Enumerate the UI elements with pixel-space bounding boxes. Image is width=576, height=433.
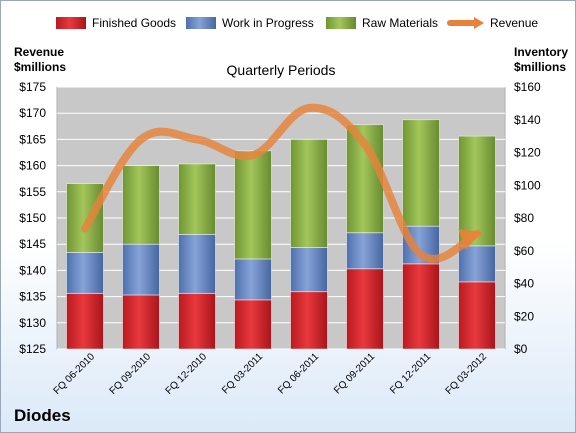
bar-finished-goods: [178, 292, 216, 350]
revenue-line: [81, 103, 481, 263]
left-tick-label: $150: [19, 211, 46, 225]
legend-label: Raw Materials: [362, 16, 438, 30]
company-name: Diodes: [14, 406, 71, 425]
x-tick-label: FQ 12-2010: [164, 351, 210, 397]
bar-work-in-progress: [178, 233, 216, 294]
left-tick-label: $125: [19, 342, 46, 356]
bar-raw-materials: [402, 119, 440, 227]
left-axis-title-line1: Revenue: [14, 45, 64, 59]
bar-finished-goods: [290, 291, 328, 350]
right-tick-label: $40: [514, 277, 534, 291]
left-tick-label: $140: [19, 263, 46, 277]
revenue-arrowhead: [458, 229, 481, 250]
x-tick-label: FQ 09-2011: [332, 351, 377, 396]
bar-finished-goods: [458, 281, 496, 350]
bar-finished-goods: [122, 294, 160, 350]
left-tick-label: $165: [19, 132, 46, 146]
bar-work-in-progress: [234, 258, 272, 301]
legend-label: Work in Progress: [222, 16, 314, 30]
bar-finished-goods: [402, 263, 440, 350]
x-tick-label: FQ 03-2011: [220, 351, 265, 396]
left-tick-label: $155: [19, 185, 46, 199]
bar-work-in-progress: [458, 245, 496, 283]
x-tick-label: FQ 12-2011: [388, 351, 433, 396]
right-axis-title-line1: Inventory: [514, 45, 568, 59]
legend-label: Revenue: [490, 16, 538, 30]
x-tick-label: FQ 03-2012: [444, 351, 490, 397]
legend-swatch: [326, 17, 356, 29]
revenue-point: [420, 253, 423, 256]
legend: Finished Goods Work in Progress Raw Materi…: [56, 16, 538, 30]
bar-finished-goods: [346, 268, 384, 350]
bar-finished-goods: [234, 299, 272, 350]
legend-arrow: [474, 17, 484, 29]
right-tick-label: $120: [514, 146, 541, 160]
left-tick-label: $160: [19, 159, 46, 173]
x-tick-label: FQ 09-2010: [108, 351, 154, 397]
revenue-point: [84, 227, 87, 230]
left-axis-title-line2: $millions: [14, 60, 66, 74]
right-tick-label: $100: [514, 178, 541, 192]
revenue-point: [476, 232, 479, 235]
left-tick-label: $175: [19, 80, 46, 94]
right-tick-label: $160: [514, 80, 541, 94]
right-axis-ticks: $0 $20 $40 $60 $80 $100 $120 $140 $160: [514, 80, 541, 356]
bar-work-in-progress: [290, 247, 328, 293]
left-tick-label: $145: [19, 237, 46, 251]
right-tick-label: $80: [514, 211, 534, 225]
revenue-point: [364, 143, 367, 146]
bar-raw-materials: [234, 150, 272, 260]
bar-work-in-progress: [346, 232, 384, 270]
revenue-point: [252, 154, 255, 157]
revenue-point: [140, 138, 143, 141]
bar-series: [66, 119, 496, 350]
bar-finished-goods: [66, 292, 104, 350]
bar-raw-materials: [290, 138, 328, 248]
revenue-point: [308, 106, 311, 109]
right-tick-label: $140: [514, 113, 541, 127]
right-tick-label: $20: [514, 309, 534, 323]
revenue-line-series: [81, 103, 481, 263]
revenue-point: [196, 138, 199, 141]
legend-swatch: [186, 17, 216, 29]
bar-raw-materials: [178, 163, 216, 235]
legend-label: Finished Goods: [92, 16, 176, 30]
bar-raw-materials: [122, 165, 160, 245]
bar-raw-materials: [458, 135, 496, 247]
bar-work-in-progress: [66, 251, 104, 294]
left-axis-ticks: $125 $130 $135 $140 $145 $150 $155 $160 $165 $170…: [19, 80, 46, 356]
x-tick-label: FQ 06-2010: [52, 351, 98, 397]
right-tick-label: $0: [514, 342, 528, 356]
left-tick-label: $130: [19, 316, 46, 330]
bar-raw-materials: [66, 183, 104, 253]
right-tick-label: $60: [514, 244, 534, 258]
chart-title: Quarterly Periods: [227, 62, 336, 78]
left-tick-label: $170: [19, 106, 46, 120]
x-tick-label: FQ 06-2011: [276, 351, 321, 396]
x-axis-ticks: FQ 06-2010 FQ 09-2010 FQ 12-2010 FQ 03-2011…: [52, 351, 490, 397]
left-tick-label: $135: [19, 290, 46, 304]
bar-work-in-progress: [122, 243, 160, 296]
legend-swatch: [56, 17, 86, 29]
right-axis-title-line2: $millions: [514, 60, 566, 74]
